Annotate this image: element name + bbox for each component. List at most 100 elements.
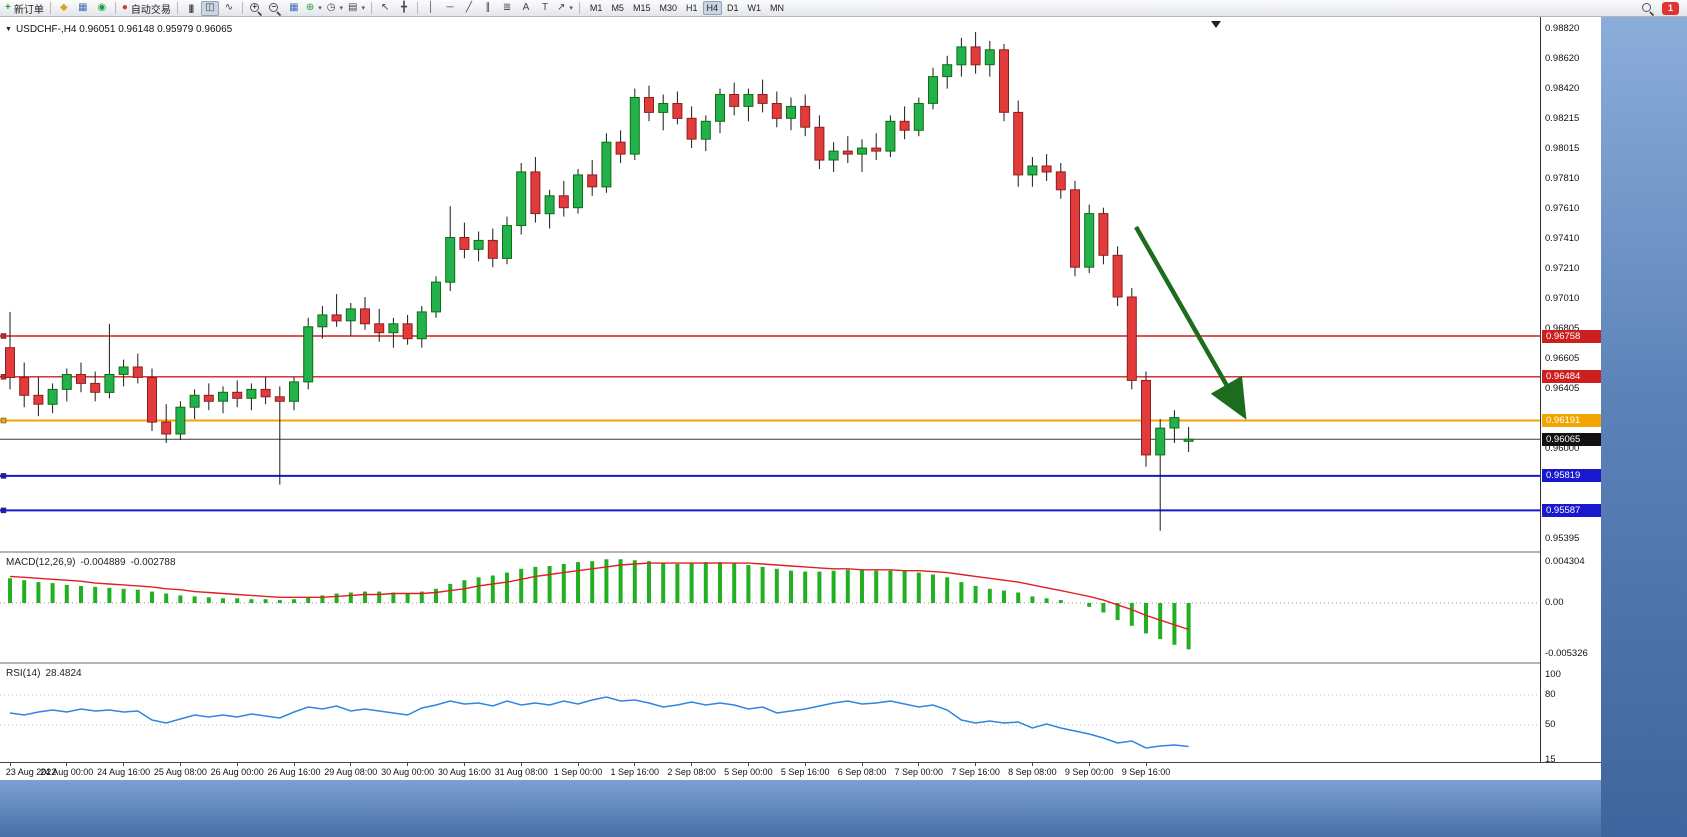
text-icon: A	[522, 2, 530, 13]
macd-label: MACD(12,26,9) -0.004889 -0.002788	[6, 557, 176, 568]
rsi-value: 28.4824	[45, 668, 82, 679]
timeframe-m15-button[interactable]: M15	[629, 1, 655, 15]
timeframe-m5-button[interactable]: M5	[607, 1, 628, 15]
timeframe-d1-button[interactable]: D1	[723, 1, 743, 15]
periods-clock-icon: ◷	[326, 2, 336, 13]
time-tick	[1145, 763, 1147, 766]
time-label: 23 Aug 2022	[5, 767, 57, 777]
time-tick	[9, 763, 11, 766]
notification-badge[interactable]: 1	[1662, 1, 1679, 15]
signals-button[interactable]: ◉	[93, 1, 111, 16]
text-button[interactable]: A	[517, 1, 535, 16]
autotrade-button[interactable]: ● 自动交易	[120, 1, 173, 16]
new-order-button[interactable]: + 新订单	[3, 1, 46, 16]
workspace-background	[1601, 17, 1687, 837]
time-label: 30 Aug 16:00	[437, 767, 491, 777]
bar-chart-button[interactable]: |||	[182, 1, 200, 16]
indicators-icon: ⊕	[305, 2, 315, 13]
templates-icon: ▤	[348, 2, 358, 13]
shapes-button[interactable]: ↗ ▾	[555, 1, 575, 16]
time-label: 26 Aug 00:00	[210, 767, 264, 777]
label-button[interactable]: T	[536, 1, 554, 16]
time-tick	[179, 763, 181, 766]
time-tick	[691, 763, 693, 766]
toolbar-separator	[417, 2, 419, 14]
rsi-label: RSI(14) 28.4824	[6, 668, 82, 679]
time-tick	[577, 763, 579, 766]
axis-label: 0.96000	[1545, 442, 1580, 454]
time-label: 1 Sep 00:00	[553, 767, 603, 777]
axis-label: 15	[1545, 754, 1556, 765]
line-chart-button[interactable]: ∿	[220, 1, 238, 16]
zoom-in-button[interactable]: +	[247, 1, 265, 16]
axis-label: 0.97810	[1545, 173, 1580, 185]
axis-label: 0.97410	[1545, 232, 1580, 244]
crosshair-button[interactable]: ╋	[395, 1, 413, 16]
timeframe-m1-button[interactable]: M1	[586, 1, 607, 15]
indicators-button[interactable]: ⊕ ▾	[304, 1, 324, 16]
vertical-line-button[interactable]: │	[422, 1, 440, 16]
chart-profile-button[interactable]: ▦	[74, 1, 92, 16]
horizontal-line-button[interactable]: ─	[441, 1, 459, 16]
price-axis[interactable]: 0.98820 0.98620 0.98420 0.98215 0.98015 0.978…	[1540, 17, 1601, 765]
shapes-arrow-icon: ↗	[557, 2, 566, 13]
time-axis[interactable]: 23 Aug 2022 24 Aug 00:00 24 Aug 16:00 25 Au…	[0, 763, 1601, 780]
time-tick	[747, 763, 749, 766]
time-label: 24 Aug 00:00	[40, 767, 94, 777]
macd-main-value: -0.004889	[80, 557, 126, 568]
crosshair-icon: ╋	[401, 2, 408, 13]
toolbar-separator	[241, 2, 243, 14]
chart-window-icon: ▦	[78, 2, 88, 13]
time-label: 24 Aug 16:00	[97, 767, 151, 777]
price-line-badge: 0.96758	[1542, 329, 1601, 343]
periods-button[interactable]: ◷ ▾	[325, 1, 345, 16]
pane-splitter[interactable]	[0, 551, 1601, 553]
channel-button[interactable]: ∥	[479, 1, 497, 16]
axis-label: -0.005326	[1545, 647, 1588, 659]
axis-label: 0.98215	[1545, 113, 1580, 125]
timeframe-mn-button[interactable]: MN	[766, 1, 788, 15]
macd-signal-value: -0.002788	[130, 557, 176, 568]
axis-label: 0.98015	[1545, 142, 1580, 154]
cursor-button[interactable]: ↖	[376, 1, 394, 16]
line-chart-icon: ∿	[224, 2, 234, 13]
new-order-label: 新订单	[13, 4, 44, 16]
tile-windows-button[interactable]: ▦	[285, 1, 303, 16]
axis-label: 0.97210	[1545, 262, 1580, 274]
time-tick	[804, 763, 806, 766]
timeframe-w1-button[interactable]: W1	[744, 1, 766, 15]
symbol-ohlc-label: ▼ USDCHF-,H4 0.96051 0.96148 0.95979 0.9…	[5, 24, 232, 35]
axis-label: 0.004304	[1545, 556, 1585, 568]
time-label: 7 Sep 00:00	[894, 767, 944, 777]
workspace-background	[0, 780, 1601, 837]
chevron-down-icon: ▾	[339, 5, 344, 12]
time-tick	[520, 763, 522, 766]
time-label: 8 Sep 08:00	[1008, 767, 1057, 777]
macd-canvas[interactable]	[0, 553, 1540, 662]
zoom-out-button[interactable]: −	[266, 1, 284, 16]
time-tick	[66, 763, 68, 766]
fibonacci-button[interactable]: ≣	[498, 1, 516, 16]
timeframe-m30-button[interactable]: M30	[655, 1, 681, 15]
candle-chart-button[interactable]: ◫	[200, 0, 219, 16]
trendline-button[interactable]: ╱	[460, 1, 478, 16]
axis-label: 0.97010	[1545, 292, 1580, 304]
fibonacci-icon: ≣	[502, 2, 512, 13]
axis-label: 0.96605	[1545, 352, 1580, 364]
timeframe-h4-button[interactable]: H4	[702, 1, 723, 15]
axis-label: 0.96405	[1545, 382, 1580, 394]
pane-splitter[interactable]	[0, 662, 1601, 664]
templates-button[interactable]: ▤ ▾	[346, 1, 367, 16]
time-label: 5 Sep 16:00	[780, 767, 830, 777]
candle-chart-icon: ◫	[205, 2, 215, 13]
timeframe-h1-button[interactable]: H1	[682, 1, 702, 15]
time-label: 5 Sep 00:00	[724, 767, 773, 777]
rsi-canvas[interactable]	[0, 664, 1540, 762]
search-icon[interactable]	[1641, 2, 1654, 15]
symbols-button[interactable]: ◆	[55, 1, 73, 16]
zoom-in-icon: +	[249, 2, 262, 15]
symbol-marker-icon: ▼	[5, 26, 12, 33]
main-chart-canvas[interactable]	[0, 17, 1540, 551]
time-label: 30 Aug 00:00	[381, 767, 435, 777]
time-label: 9 Sep 16:00	[1121, 767, 1171, 777]
